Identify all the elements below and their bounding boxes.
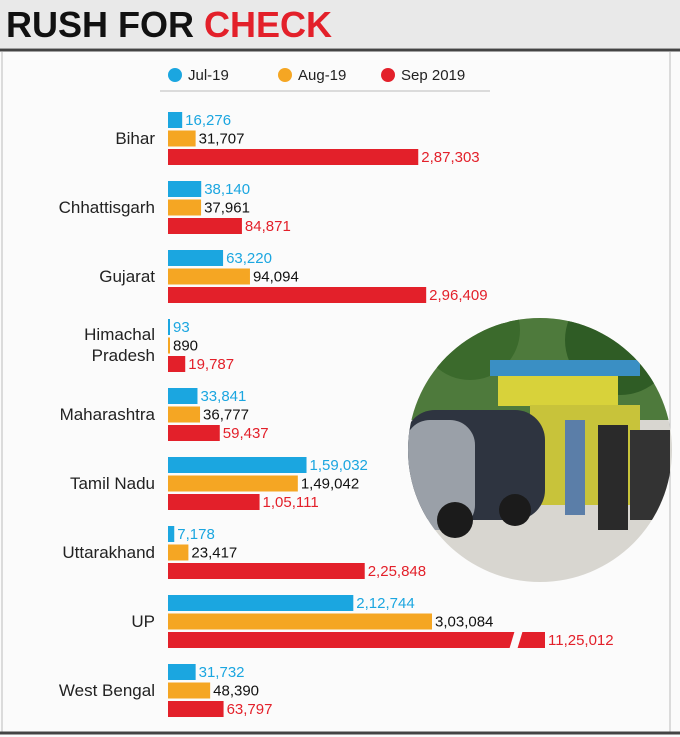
bar (168, 682, 211, 699)
bar (168, 319, 170, 335)
value-label: 84,871 (245, 218, 291, 235)
category-label: Bihar (115, 128, 155, 148)
value-label: 3,03,084 (435, 613, 493, 630)
value-label: 59,437 (223, 425, 269, 442)
value-label: 1,59,032 (310, 457, 368, 474)
title-band (0, 0, 680, 48)
value-label: 94,094 (253, 268, 299, 285)
value-label: 36,777 (203, 406, 249, 423)
value-label: 7,178 (177, 526, 215, 543)
bar (168, 613, 432, 630)
bar (168, 425, 220, 441)
value-label: 33,841 (200, 388, 246, 405)
bar (168, 181, 202, 197)
value-label: 63,220 (226, 250, 272, 267)
value-label: 2,25,848 (368, 563, 426, 580)
legend-swatch (381, 68, 395, 82)
category-label: Tamil Nadu (69, 473, 155, 493)
bar (168, 130, 196, 147)
bar (168, 356, 186, 372)
legend-label: Jul-19 (188, 67, 229, 84)
bar (168, 388, 198, 404)
value-label: 1,05,111 (263, 494, 319, 511)
bar (168, 526, 175, 542)
bar (168, 494, 260, 510)
category-label: Himachal Pradesh (84, 325, 155, 365)
photo (408, 318, 672, 582)
value-label: 2,96,409 (429, 287, 487, 304)
bar (168, 563, 365, 579)
bar (168, 544, 189, 561)
category-label: Maharashtra (59, 404, 155, 424)
value-label: 2,12,744 (356, 595, 414, 612)
chart-title: RUSH FOR CHECK (6, 4, 332, 45)
bar (168, 218, 242, 234)
bar (168, 149, 419, 165)
category-label: Gujarat (99, 266, 155, 286)
value-label: 11,25,012 (548, 632, 614, 649)
axis-break (509, 630, 523, 650)
value-label: 2,87,303 (421, 149, 479, 166)
bar (168, 632, 545, 648)
value-label: 16,276 (185, 112, 231, 129)
value-label: 31,732 (199, 664, 245, 681)
value-label: 890 (173, 337, 198, 354)
category-label: UP (131, 611, 155, 631)
title-highlight: CHECK (204, 4, 332, 45)
value-label: 63,797 (227, 701, 273, 718)
legend-label: Aug-19 (298, 67, 346, 84)
value-label: 93 (173, 319, 190, 336)
bar (168, 199, 202, 216)
category-label: Uttarakhand (62, 542, 155, 562)
category-label: Chhattisgarh (58, 197, 155, 217)
bar (168, 701, 224, 717)
value-label: 23,417 (191, 544, 237, 561)
bar (168, 475, 298, 492)
bar (168, 250, 224, 266)
value-label: 38,140 (204, 181, 250, 198)
category-label: West Bengal (58, 680, 155, 700)
legend-swatch (168, 68, 182, 82)
value-label: 31,707 (199, 130, 245, 147)
bar (168, 337, 170, 354)
bar (168, 406, 201, 423)
value-label: 37,961 (204, 199, 250, 216)
title-main: RUSH FOR (6, 4, 194, 45)
bar (168, 664, 196, 680)
legend-swatch (278, 68, 292, 82)
bar (168, 287, 427, 303)
legend-label: Sep 2019 (401, 67, 465, 84)
value-label: 48,390 (213, 682, 259, 699)
value-label: 19,787 (188, 356, 234, 373)
value-label: 1,49,042 (301, 475, 359, 492)
bar (168, 112, 183, 128)
bar (168, 595, 354, 611)
bar (168, 457, 307, 473)
bar (168, 268, 250, 285)
